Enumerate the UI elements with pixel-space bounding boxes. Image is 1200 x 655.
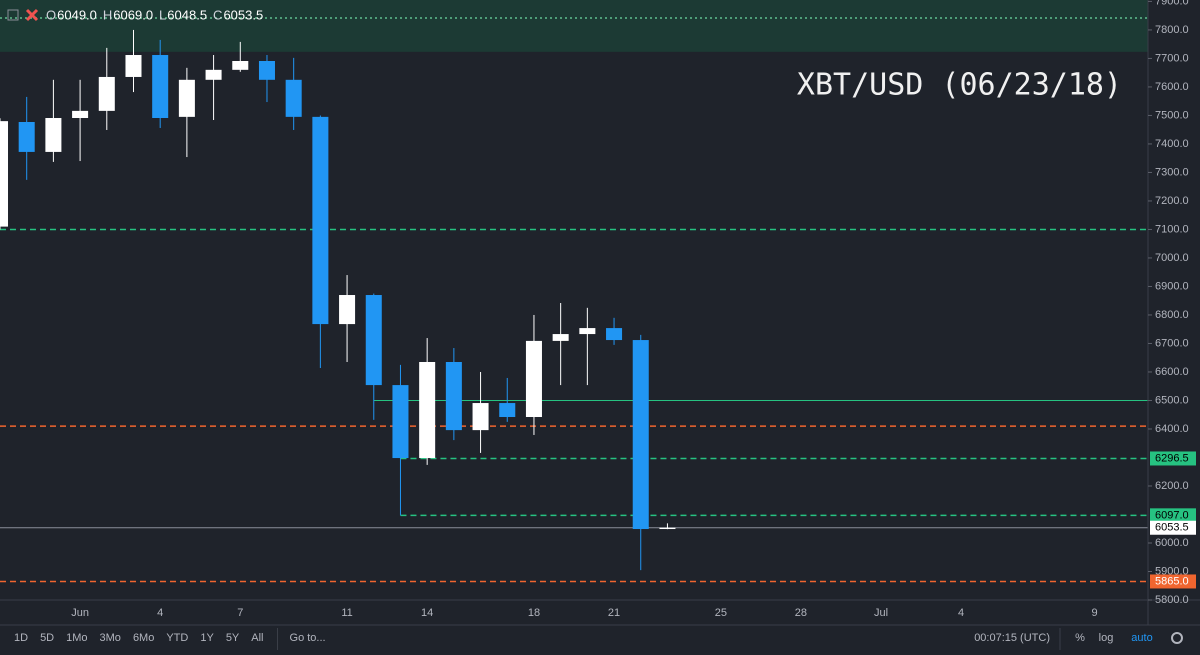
candle-body	[258, 60, 275, 80]
candle-body	[72, 110, 89, 119]
y-tick-label: 5800.0	[1155, 594, 1189, 606]
range-button[interactable]: 1Mo	[66, 632, 87, 644]
candle-body	[579, 328, 596, 335]
y-tick-label: 7000.0	[1155, 252, 1189, 264]
range-button[interactable]: 5Y	[226, 632, 240, 644]
candle-body	[45, 118, 62, 152]
price-label: 5865.0	[1155, 575, 1189, 587]
x-tick-label: 14	[421, 607, 433, 619]
ohlc-key: C	[213, 7, 222, 22]
range-button[interactable]: 5D	[40, 632, 54, 644]
candle-body	[285, 79, 302, 117]
range-button[interactable]: All	[251, 632, 263, 644]
x-tick-label: Jul	[874, 607, 888, 619]
y-tick-label: 7700.0	[1155, 52, 1189, 64]
range-button[interactable]: 6Mo	[133, 632, 154, 644]
candle-body	[499, 403, 516, 418]
x-tick-label: 4	[958, 607, 964, 619]
ohlc-key: O	[46, 7, 56, 22]
candle-body	[312, 116, 329, 325]
ohlc-key: L	[159, 7, 166, 22]
ohlc-value: 6048.5	[167, 7, 207, 22]
y-tick-label: 7400.0	[1155, 138, 1189, 150]
price-label: 6053.5	[1155, 522, 1189, 534]
y-tick-label: 6900.0	[1155, 280, 1189, 292]
price-label-bg	[1150, 574, 1196, 589]
y-tick-label: 6700.0	[1155, 337, 1189, 349]
candle-body	[419, 361, 436, 459]
close-icon[interactable]	[25, 8, 39, 22]
y-tick-label: 6600.0	[1155, 366, 1189, 378]
chart-title: XBT/USD (06/23/18)	[797, 68, 1122, 103]
range-button[interactable]: 1D	[14, 632, 28, 644]
y-tick-label: 7600.0	[1155, 81, 1189, 93]
goto-button[interactable]: Go to...	[290, 632, 326, 644]
ohlc-value: 6053.5	[223, 7, 263, 22]
candle-body	[606, 328, 623, 341]
ohlc-value: 6049.0	[57, 7, 97, 22]
x-tick-label: 9	[1092, 607, 1098, 619]
ohlc-value: 6069.0	[113, 7, 153, 22]
y-tick-label: 7100.0	[1155, 223, 1189, 235]
price-label: 6097.0	[1155, 509, 1189, 521]
candle-body	[392, 385, 409, 459]
candle-body	[125, 55, 142, 77]
candle-body	[365, 295, 382, 386]
x-tick-label: 28	[795, 607, 807, 619]
candle-body	[152, 55, 169, 119]
candle-body	[659, 527, 676, 530]
y-tick-label: 6200.0	[1155, 480, 1189, 492]
x-tick-label: 25	[715, 607, 727, 619]
candle-body	[445, 361, 462, 431]
y-tick-label: 7200.0	[1155, 195, 1189, 207]
candle-body	[98, 76, 115, 111]
price-label-bg	[1150, 520, 1196, 535]
x-tick-label: 21	[608, 607, 620, 619]
y-tick-label: 5900.0	[1155, 565, 1189, 577]
candle-body	[18, 121, 35, 152]
range-button[interactable]: YTD	[166, 632, 188, 644]
plot-area	[0, 0, 1148, 583]
y-tick-label: 6400.0	[1155, 423, 1189, 435]
candle-body	[472, 403, 489, 431]
range-button[interactable]: 3Mo	[100, 632, 121, 644]
price-label-bg	[1150, 451, 1196, 466]
x-tick-label: 11	[341, 607, 352, 619]
y-tick-label: 6000.0	[1155, 537, 1189, 549]
candle-body	[178, 79, 195, 117]
y-tick-label: 6800.0	[1155, 309, 1189, 321]
scale-option[interactable]: %	[1075, 632, 1085, 644]
y-tick-label: 7500.0	[1155, 109, 1189, 121]
range-button[interactable]: 1Y	[200, 632, 214, 644]
price-label-bg	[1150, 508, 1196, 523]
price-label: 6296.5	[1155, 452, 1189, 464]
candle-body	[339, 295, 356, 325]
settings-icon[interactable]	[1171, 632, 1183, 644]
y-tick-label: 7900.0	[1155, 0, 1189, 7]
y-tick-label: 7800.0	[1155, 24, 1189, 36]
candle-body	[205, 69, 222, 80]
candle-body	[552, 334, 569, 341]
x-tick-label: 7	[237, 607, 243, 619]
y-tick-label: 6500.0	[1155, 394, 1189, 406]
scale-option[interactable]: log	[1099, 632, 1114, 644]
y-tick-label: 7300.0	[1155, 166, 1189, 178]
zone	[0, 0, 1148, 52]
candle-body	[525, 340, 542, 418]
candle-body	[232, 60, 249, 70]
x-tick-label: Jun	[71, 607, 89, 619]
candle-body	[632, 340, 649, 530]
x-tick-label: 4	[157, 607, 163, 619]
symbol-icon[interactable]	[7, 9, 19, 21]
clock: 00:07:15 (UTC)	[974, 632, 1050, 644]
candle-body	[0, 121, 9, 227]
ohlc-key: H	[103, 7, 112, 22]
x-tick-label: 18	[528, 607, 540, 619]
scale-option[interactable]: auto	[1131, 632, 1152, 644]
